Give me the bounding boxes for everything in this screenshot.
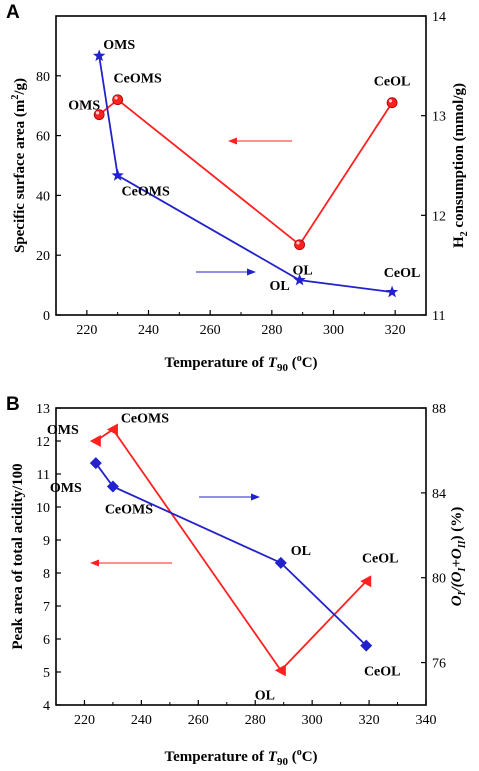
y-right-tick-label: 12 — [432, 209, 446, 224]
data-point-oms — [89, 457, 102, 470]
y-right-tick-label: 11 — [432, 309, 445, 324]
x-tick-label: 240 — [138, 323, 159, 338]
y-left-tick-label: 60 — [36, 130, 50, 145]
point-label-ceol: CeOL — [374, 75, 411, 90]
x-tick-label: 220 — [74, 713, 95, 728]
y-left-tick-label: 80 — [36, 70, 50, 85]
data-point-oms — [92, 49, 106, 62]
y-left-tick-label: 12 — [36, 435, 50, 450]
y-left-axis-label: Specific surface area (m2/g) — [10, 78, 28, 253]
y-left-tick-label: 20 — [36, 249, 50, 264]
y-right-tick-label: 88 — [432, 402, 446, 417]
data-point-ol-highlight — [296, 241, 300, 245]
x-tick-label: 260 — [200, 323, 221, 338]
y-left-tick-label: 4 — [43, 699, 50, 714]
point-label-ol: OL — [269, 279, 289, 294]
x-tick-label: 280 — [261, 323, 282, 338]
data-point-ol — [293, 273, 306, 286]
point-label-oms: OMS — [50, 481, 82, 496]
y-right-tick-label: 14 — [432, 10, 446, 25]
x-axis-label: Temperature of T90 (oC) — [164, 747, 317, 768]
point-label-ceol: CeOL — [384, 266, 421, 281]
data-point-ceoms — [111, 168, 124, 181]
point-label-oms: OMS — [68, 99, 100, 114]
data-point-ceoms — [106, 480, 119, 493]
data-point-ol — [274, 664, 286, 677]
y-right-tick-label: 84 — [432, 487, 446, 502]
panel-a: A 220 240 260 280 300 320 0 20 40 60 80 11 12 13 14 Temp… — [6, 2, 470, 374]
panel-b: B 220 240 260 280 300 320 340 4 5 6 7 8 9 10 11 12 13 76 80… — [6, 394, 468, 768]
y-left-tick-label: 13 — [36, 402, 50, 417]
x-tick-label: 300 — [323, 323, 344, 338]
data-point-ceol — [386, 97, 398, 109]
axis-direction-arrowhead — [90, 559, 99, 567]
data-point-oms — [89, 435, 101, 447]
x-tick-label: 280 — [245, 713, 266, 728]
data-point-oms — [93, 109, 105, 121]
axis-direction-arrowhead — [228, 137, 237, 145]
point-label-ceol: CeOL — [364, 665, 401, 680]
axis-direction-arrowhead — [247, 268, 256, 276]
data-point-ceoms — [112, 94, 124, 106]
panel-letter: B — [6, 394, 20, 415]
panel-letter: A — [6, 2, 20, 23]
y-left-tick-label: 40 — [36, 189, 50, 204]
point-label-ceoms: CeOMS — [105, 502, 153, 517]
data-point-ol — [274, 556, 287, 569]
data-point-ceoms-highlight — [114, 96, 118, 100]
y-left-tick-label: 8 — [43, 567, 50, 582]
plot-frame — [55, 407, 427, 706]
y-right-axis-label: OI/(OI+OII) (%) — [449, 507, 468, 607]
x-tick-label: 340 — [416, 713, 437, 728]
y-left-tick-label: 11 — [37, 468, 50, 483]
data-point-ceoms — [106, 423, 118, 436]
series-line-blue — [98, 55, 393, 293]
point-label-ol: OL — [292, 264, 312, 279]
point-label-ol: OL — [255, 688, 275, 703]
y-left-tick-label: 9 — [43, 534, 50, 549]
x-tick-label: 300 — [302, 713, 323, 728]
point-label-oms: OMS — [47, 423, 79, 438]
x-axis-label: Temperature of T90 (oC) — [164, 353, 317, 374]
y-right-axis-label: H2 consumption (mmol/g) — [451, 83, 470, 248]
data-point-ceol — [360, 639, 373, 652]
y-right-tick-label: 13 — [432, 110, 446, 125]
y-left-axis-label: Peak area of total acidity/100 — [10, 463, 26, 649]
x-tick-label: 320 — [359, 713, 380, 728]
y-left-tick-label: 10 — [36, 501, 50, 516]
data-point-ol — [294, 239, 305, 251]
data-point-ceol — [385, 285, 399, 298]
point-label-ceol: CeOL — [362, 551, 399, 566]
axis-direction-arrowhead — [251, 493, 260, 501]
series-line-red — [98, 98, 393, 247]
data-point-oms-highlight — [95, 111, 100, 115]
x-tick-label: 240 — [131, 713, 152, 728]
data-point-ceol-highlight — [388, 99, 393, 103]
plot-frame — [55, 15, 427, 316]
point-label-ceoms: CeOMS — [114, 72, 162, 87]
x-tick-label: 320 — [385, 323, 406, 338]
y-left-tick-label: 0 — [43, 309, 50, 324]
data-point-ceol — [360, 575, 372, 588]
series-line-blue — [95, 462, 367, 647]
x-tick-label: 260 — [188, 713, 209, 728]
y-left-tick-label: 5 — [43, 666, 50, 681]
series-line-red — [95, 428, 367, 672]
x-tick-label: 220 — [76, 323, 97, 338]
point-label-ceoms: CeOMS — [122, 184, 170, 199]
point-label-ceoms: CeOMS — [121, 411, 169, 426]
y-right-tick-label: 80 — [432, 572, 446, 587]
point-label-ol: OL — [291, 544, 311, 559]
y-left-tick-label: 7 — [43, 600, 50, 615]
point-label-oms: OMS — [103, 38, 135, 53]
y-right-tick-label: 76 — [432, 657, 446, 672]
y-left-tick-label: 6 — [43, 633, 50, 648]
